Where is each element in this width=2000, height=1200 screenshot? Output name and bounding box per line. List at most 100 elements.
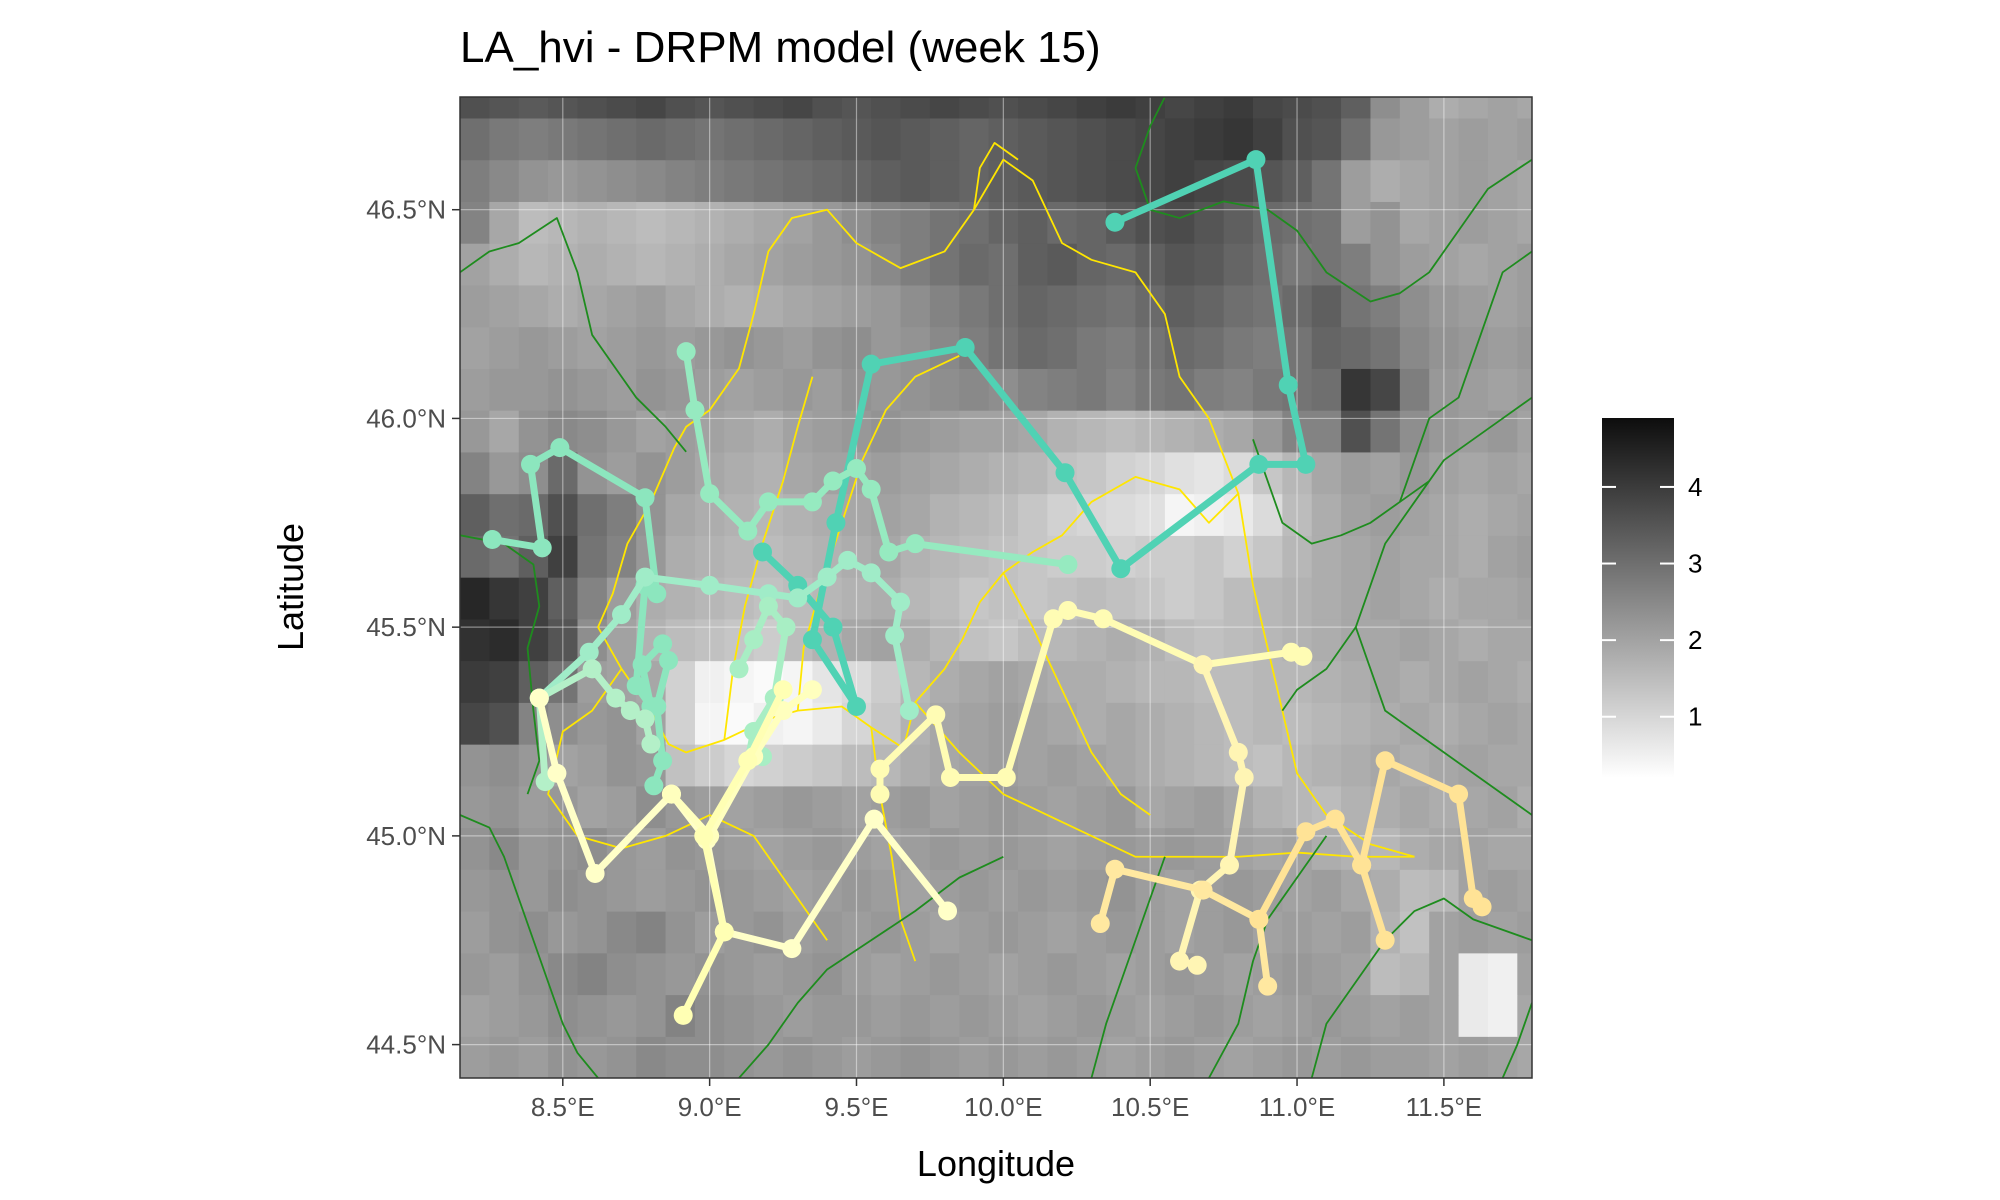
raster-cell xyxy=(1311,201,1342,244)
raster-cell xyxy=(1517,577,1532,620)
raster-cell xyxy=(871,117,902,161)
raster-cell xyxy=(1164,535,1195,578)
raster-cell xyxy=(489,702,520,745)
raster-cell xyxy=(518,410,549,453)
raster-cell xyxy=(1252,1036,1283,1078)
raster-cell xyxy=(1341,243,1372,286)
raster-cell xyxy=(959,117,990,161)
raster-cell xyxy=(1164,284,1195,328)
raster-cell xyxy=(1429,702,1460,745)
series-point xyxy=(1090,914,1110,934)
raster-cell xyxy=(1370,1036,1401,1078)
raster-cell xyxy=(636,410,667,453)
raster-cell xyxy=(1253,34,1283,76)
raster-cell xyxy=(1076,201,1107,244)
series-point xyxy=(802,492,822,512)
raster-cell xyxy=(1429,97,1460,119)
raster-cell xyxy=(783,744,814,787)
series-point xyxy=(996,767,1016,787)
raster-cell xyxy=(1135,284,1166,328)
raster-cell xyxy=(1164,1036,1195,1078)
raster-cell xyxy=(929,410,960,453)
raster-cell xyxy=(1135,952,1166,996)
raster-cell xyxy=(606,493,637,536)
series-point xyxy=(955,337,975,357)
raster-cell xyxy=(460,117,490,161)
raster-cell xyxy=(665,911,696,954)
raster-cell xyxy=(959,952,990,996)
raster-cell xyxy=(1341,159,1372,202)
raster-cell xyxy=(812,117,843,161)
x-tick-label: 9.5°E xyxy=(825,1092,889,1122)
raster-cell xyxy=(871,201,902,244)
raster-cell xyxy=(1282,97,1313,119)
raster-cell xyxy=(1517,702,1532,745)
raster-cell xyxy=(900,451,931,495)
raster-cell xyxy=(724,117,755,161)
raster-cell xyxy=(606,410,637,453)
raster-cell xyxy=(1047,869,1078,912)
raster-cell xyxy=(1487,911,1518,954)
raster-cell xyxy=(1223,911,1254,954)
raster-cell xyxy=(1106,660,1137,703)
raster-cell xyxy=(1165,34,1195,76)
raster-cell xyxy=(548,493,579,536)
raster-cell xyxy=(1164,744,1195,787)
raster-cell xyxy=(988,201,1019,244)
raster-cell xyxy=(783,869,814,912)
raster-cell xyxy=(724,368,755,411)
raster-cell xyxy=(1252,577,1283,620)
raster-cell xyxy=(1106,911,1137,954)
raster-cell xyxy=(1076,1036,1107,1078)
raster-cell xyxy=(1429,34,1459,76)
raster-cell xyxy=(783,243,814,286)
series-point xyxy=(644,776,664,796)
raster-cell xyxy=(577,911,608,954)
raster-cell xyxy=(959,785,990,829)
raster-cell xyxy=(1341,410,1372,453)
raster-cell xyxy=(1018,911,1048,954)
raster-cell xyxy=(518,1036,549,1078)
raster-cell xyxy=(1047,994,1078,1037)
raster-cell xyxy=(1076,326,1107,369)
raster-cell xyxy=(871,702,902,745)
raster-cell xyxy=(1223,952,1254,996)
raster-cell xyxy=(1282,201,1313,244)
raster-cell xyxy=(489,201,520,244)
raster-cell xyxy=(1399,994,1430,1037)
raster-cell xyxy=(929,243,960,286)
chart-title: LA_hvi - DRPM model (week 15) xyxy=(460,23,1101,72)
raster-cell xyxy=(1487,827,1518,870)
raster-cell xyxy=(694,1036,725,1078)
raster-cell xyxy=(1370,0,1400,35)
raster-cell xyxy=(1429,952,1460,996)
raster-cell xyxy=(1370,451,1401,495)
raster-cell xyxy=(665,243,696,286)
raster-cell xyxy=(841,577,872,620)
raster-cell xyxy=(1164,827,1195,870)
raster-cell xyxy=(812,1036,843,1078)
raster-cell xyxy=(753,243,784,286)
raster-cell xyxy=(460,243,490,286)
series-point xyxy=(1058,600,1078,620)
raster-cell xyxy=(753,326,784,369)
raster-cell xyxy=(1223,577,1254,620)
raster-cell xyxy=(1311,451,1342,495)
raster-cell xyxy=(1223,368,1254,411)
raster-cell xyxy=(1311,1036,1342,1078)
raster-cell xyxy=(1136,0,1166,35)
raster-cell xyxy=(1047,785,1078,829)
raster-cell xyxy=(518,911,549,954)
raster-cell xyxy=(518,159,549,202)
raster-cell xyxy=(929,535,960,578)
series-point xyxy=(1228,742,1248,762)
raster-cell xyxy=(1517,493,1532,536)
raster-cell xyxy=(636,827,667,870)
raster-cell xyxy=(1194,535,1225,578)
raster-cell xyxy=(1106,785,1137,829)
raster-cell xyxy=(606,201,637,244)
raster-cell xyxy=(1106,577,1137,620)
raster-cell xyxy=(1399,577,1430,620)
raster-cell xyxy=(1458,660,1489,703)
raster-cell xyxy=(577,201,608,244)
